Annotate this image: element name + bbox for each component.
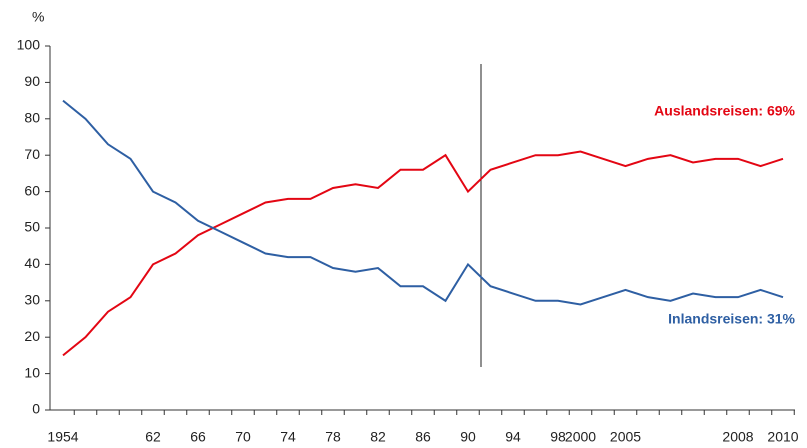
x-tick-label: 78 [325,429,341,445]
y-tick-label: 30 [24,292,40,308]
series-line [62,99,784,306]
y-tick-label: 40 [24,255,40,271]
y-tick-label: 60 [24,182,40,198]
x-tick-label: 98 [550,429,566,445]
y-tick-label: 50 [24,219,40,235]
x-tick-label: 2005 [610,429,641,445]
series-line [62,150,784,357]
y-tick-label: 0 [32,401,40,417]
x-tick-label: 1954 [47,429,78,445]
x-tick-label: 82 [370,429,386,445]
x-tick-label: 66 [190,429,206,445]
x-tick-label: 2010 [767,429,798,445]
x-tick-label: 62 [145,429,161,445]
y-tick-label: 20 [24,328,40,344]
x-tick-label: 86 [415,429,431,445]
x-tick-label: 74 [280,429,296,445]
y-tick-label: 80 [24,110,40,126]
y-axis-label: % [32,9,44,25]
y-tick-label: 70 [24,146,40,162]
x-tick-label: 2000 [565,429,596,445]
x-tick-label: 90 [460,429,476,445]
y-tick-label: 90 [24,73,40,89]
series-label: Inlandsreisen: 31% [668,311,795,327]
x-tick-label: 94 [505,429,521,445]
x-tick-label: 2008 [722,429,753,445]
series-label: Auslandsreisen: 69% [654,103,795,119]
y-tick-label: 100 [17,37,41,53]
x-tick-label: 70 [235,429,251,445]
y-tick-label: 10 [24,364,40,380]
